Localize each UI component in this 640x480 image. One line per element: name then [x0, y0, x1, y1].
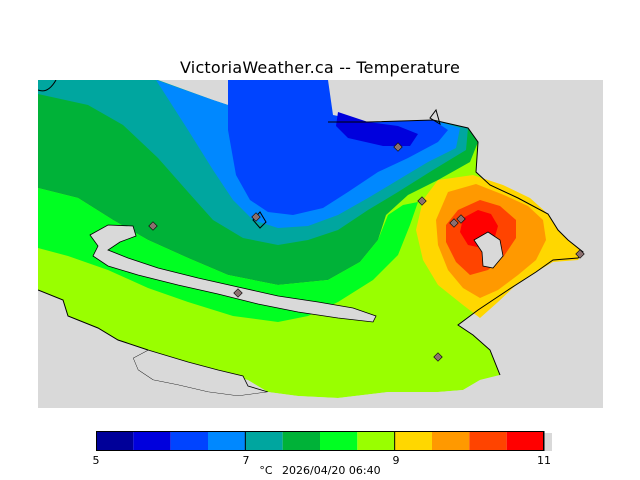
- temperature-legend-bar: [96, 431, 552, 451]
- station-marker[interactable]: [233, 288, 243, 298]
- legend-color-bin: [208, 431, 246, 451]
- legend-color-bin: [394, 431, 432, 451]
- contour-dark-blue: [336, 112, 418, 146]
- map-title: VictoriaWeather.ca -- Temperature: [180, 58, 460, 77]
- legend-shadow: [544, 433, 552, 451]
- legend-tick-label: 9: [392, 454, 400, 467]
- legend-timestamp: 2026/04/20 06:40: [282, 464, 381, 477]
- legend-color-bin: [96, 431, 134, 451]
- legend-caption: °C 2026/04/20 06:40: [0, 464, 640, 477]
- legend-color-bin: [506, 431, 544, 451]
- station-marker[interactable]: [575, 249, 585, 259]
- legend-color-bin: [170, 431, 208, 451]
- harbour-water: [473, 231, 504, 269]
- corner-arc: [38, 80, 57, 92]
- legend-color-bin: [133, 431, 171, 451]
- legend-color-bin: [282, 431, 320, 451]
- legend-color-bin: [469, 431, 507, 451]
- inlet-water: [89, 224, 377, 323]
- legend-color-bin: [320, 431, 358, 451]
- station-marker[interactable]: [433, 352, 443, 362]
- coastline: [38, 119, 584, 376]
- legend-unit: °C: [259, 464, 273, 477]
- station-marker[interactable]: [456, 214, 466, 224]
- legend-tick-label: 7: [242, 454, 250, 467]
- south-water: [38, 290, 518, 408]
- station-marker[interactable]: [417, 196, 427, 206]
- legend-color-bin: [357, 431, 395, 451]
- legend-tick-label: 5: [92, 454, 100, 467]
- station-marker[interactable]: [251, 212, 261, 222]
- station-marker[interactable]: [148, 221, 158, 231]
- contour-blue: [228, 80, 448, 215]
- temperature-map[interactable]: [38, 80, 603, 408]
- station-marker[interactable]: [449, 218, 459, 228]
- legend-tick-label: 11: [537, 454, 551, 467]
- contour-bright-green: [38, 188, 418, 322]
- legend-color-bin: [432, 431, 470, 451]
- legend-color-bin: [245, 431, 283, 451]
- station-marker[interactable]: [393, 142, 403, 152]
- weather-stations: [148, 142, 585, 362]
